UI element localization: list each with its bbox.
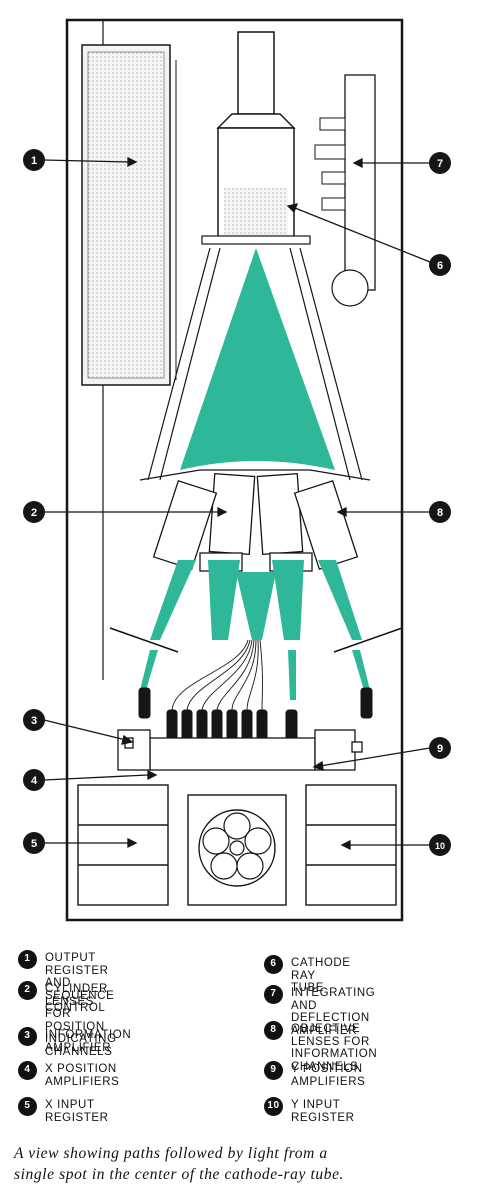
legend-number: 3 bbox=[18, 1027, 37, 1046]
output-register-panel bbox=[81, 44, 177, 386]
legend-label: Cylinder lenses for position indicating … bbox=[45, 983, 117, 1058]
legend-item-6: 6 Cathode ray tube bbox=[264, 955, 351, 995]
callout-number: 5 bbox=[31, 838, 37, 850]
legend-item-8: 8 Objective lenses for information chann… bbox=[264, 1021, 378, 1073]
legend-label: Output register and sequence control bbox=[45, 952, 115, 1014]
legend-label: Information amplifier bbox=[45, 1029, 132, 1054]
cabinet-outline bbox=[65, 18, 404, 922]
callout-number: 7 bbox=[437, 158, 443, 170]
amplifier-chassis bbox=[117, 729, 363, 771]
callout-marker-6: 6 bbox=[429, 254, 451, 276]
callout-number: 3 bbox=[31, 715, 37, 727]
callout-number: 6 bbox=[437, 260, 443, 272]
legend-item-3: 3 Information amplifier bbox=[18, 1027, 132, 1054]
legend-item-10: 10 Y input register bbox=[264, 1097, 355, 1124]
callout-number: 2 bbox=[31, 507, 37, 519]
callout-marker-7: 7 bbox=[429, 152, 451, 174]
legend-label: Integrating and deflection amplifier bbox=[291, 987, 376, 1037]
fiber-bundle bbox=[171, 639, 263, 711]
legend-label: Y input register bbox=[291, 1099, 355, 1124]
callout-number: 9 bbox=[437, 743, 443, 755]
callout-number: 10 bbox=[435, 841, 445, 851]
legend-number: 5 bbox=[18, 1097, 37, 1116]
integrating-amplifier-panel bbox=[314, 74, 376, 307]
legend-label: Y position amplifiers bbox=[291, 1063, 366, 1088]
legend-label: Objective lenses for information channel… bbox=[291, 1023, 378, 1073]
callout-marker-10: 10 bbox=[429, 834, 451, 856]
legend-number: 8 bbox=[264, 1021, 283, 1040]
callout-marker-4: 4 bbox=[23, 769, 45, 791]
side-mirrors bbox=[109, 627, 403, 653]
legend-label: X position amplifiers bbox=[45, 1063, 120, 1088]
apparatus-diagram: 1 2 3 4 5 6 7 8 9 10 bbox=[23, 18, 451, 922]
legend-number: 10 bbox=[264, 1097, 283, 1116]
callout-number: 8 bbox=[437, 507, 443, 519]
legend-item-4: 4 X position amplifiers bbox=[18, 1061, 120, 1088]
legend-number: 6 bbox=[264, 955, 283, 974]
callout-marker-8: 8 bbox=[429, 501, 451, 523]
callout-markers: 1 2 3 4 5 6 7 8 9 10 bbox=[23, 149, 451, 856]
legend-item-2: 2 Cylinder lenses for position indicatin… bbox=[18, 981, 117, 1058]
legend-number: 1 bbox=[18, 950, 37, 969]
callout-marker-1: 1 bbox=[23, 149, 45, 171]
cooling-fan bbox=[187, 794, 287, 906]
cathode-ray-tube bbox=[201, 31, 311, 245]
legend-number: 7 bbox=[264, 985, 283, 1004]
secondary-beams bbox=[140, 560, 370, 700]
caption-line-1: A view showing paths followed by light f… bbox=[14, 1145, 328, 1162]
callout-marker-5: 5 bbox=[23, 832, 45, 854]
callout-number: 4 bbox=[31, 775, 38, 787]
legend-item-5: 5 X input register bbox=[18, 1097, 109, 1124]
callout-marker-3: 3 bbox=[23, 709, 45, 731]
legend-label: X input register bbox=[45, 1099, 109, 1124]
figure-caption: A view showing paths followed by light f… bbox=[14, 1143, 476, 1185]
callout-marker-2: 2 bbox=[23, 501, 45, 523]
light-beam-cone bbox=[180, 248, 335, 470]
optical-housing bbox=[139, 247, 371, 481]
legend-label: Cathode ray tube bbox=[291, 957, 351, 994]
callout-number: 1 bbox=[31, 155, 37, 167]
legend-item-7: 7 Integrating and deflection amplifier bbox=[264, 985, 376, 1037]
legend-number: 4 bbox=[18, 1061, 37, 1080]
caption-line-2: single spot in the center of the cathode… bbox=[14, 1166, 345, 1183]
x-input-register bbox=[77, 784, 169, 906]
callout-marker-9: 9 bbox=[429, 737, 451, 759]
legend-item-9: 9 Y position amplifiers bbox=[264, 1061, 366, 1088]
lens-assembly bbox=[152, 473, 359, 572]
legend-number: 2 bbox=[18, 981, 37, 1000]
legend-number: 9 bbox=[264, 1061, 283, 1080]
callout-leaders bbox=[43, 156, 431, 851]
legend-item-1: 1 Output register and sequence control bbox=[18, 950, 115, 1015]
